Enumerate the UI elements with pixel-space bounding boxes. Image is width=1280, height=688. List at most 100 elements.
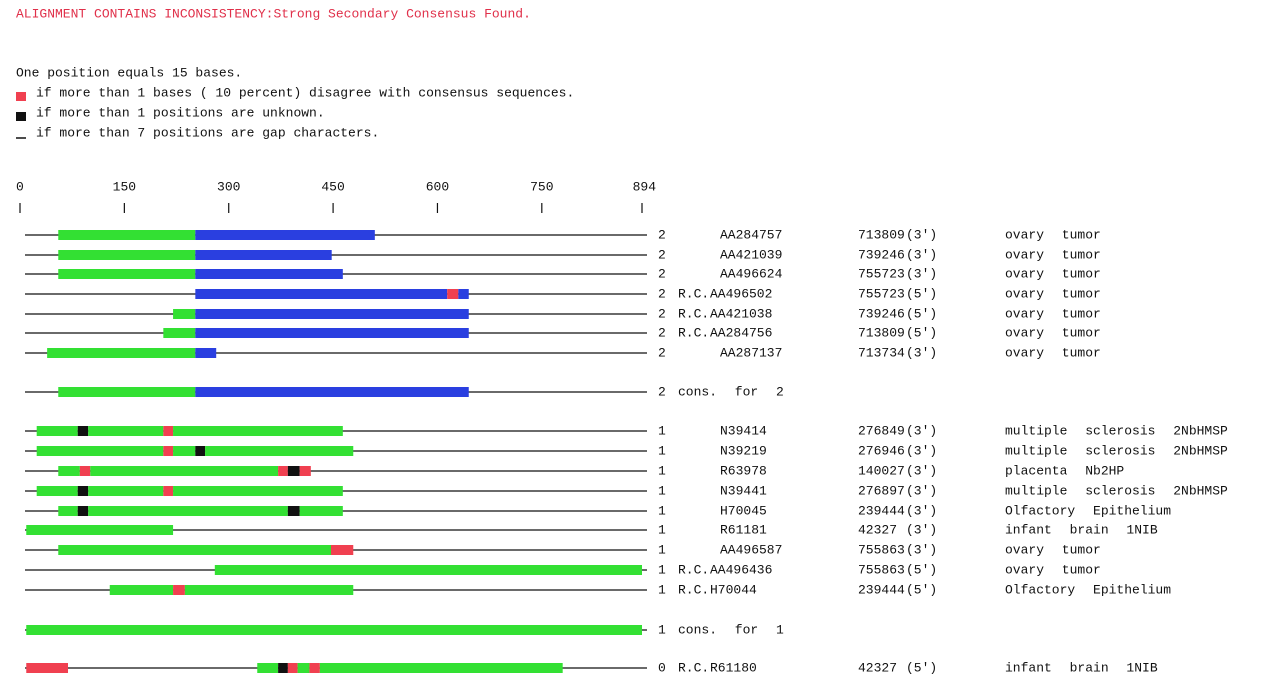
row-count: 2 <box>658 306 666 321</box>
row-count: 1 <box>658 423 666 438</box>
segment-red <box>173 585 185 595</box>
accession-id: R63978 <box>720 463 767 478</box>
row-count: 1 <box>658 483 666 498</box>
clone-id: 239444 <box>858 503 905 518</box>
accession-id: N39414 <box>720 423 767 438</box>
clone-id: 755863 <box>858 562 905 577</box>
segment-blue <box>195 309 469 319</box>
accession-id: R61180 <box>710 660 757 675</box>
segment-red <box>163 446 174 456</box>
rc-prefix: R.C. <box>678 660 709 675</box>
segment-green <box>163 328 196 338</box>
axis-tick-label: 0 <box>16 179 24 194</box>
clone-id: 276897 <box>858 483 905 498</box>
tissue: ovary tumor <box>1005 266 1101 281</box>
header: ALIGNMENT CONTAINS INCONSISTENCY:Strong … <box>16 6 531 21</box>
row-count: 2 <box>658 247 666 262</box>
segment-blue <box>195 387 469 397</box>
direction: (3') <box>906 503 937 518</box>
segment-blue <box>195 328 469 338</box>
rc-prefix: R.C. <box>678 286 709 301</box>
clone-id: 239444 <box>858 582 905 597</box>
segment-red <box>163 426 174 436</box>
segment-green <box>173 309 196 319</box>
segment-green <box>88 486 164 496</box>
accession-id: AA284757 <box>720 227 782 242</box>
segment-black <box>278 663 288 673</box>
row-count: 2 <box>658 345 666 360</box>
row-count: 1 <box>658 542 666 557</box>
direction: (5') <box>906 562 937 577</box>
direction: (3') <box>906 522 937 537</box>
rc-prefix: R.C. <box>678 562 709 577</box>
rc-prefix: R.C. <box>678 582 709 597</box>
segment-red <box>309 663 320 673</box>
segment-green <box>173 486 343 496</box>
row-count: 1 <box>658 582 666 597</box>
segment-green <box>36 486 78 496</box>
segment-green <box>26 525 174 535</box>
row-count: 1 <box>658 443 666 458</box>
consensus-label: cons. for 1 <box>678 622 784 637</box>
segment-green <box>58 387 196 397</box>
segment-green <box>184 585 354 595</box>
segment-green <box>58 545 331 555</box>
clone-id: 276849 <box>858 423 905 438</box>
row-count: 2 <box>658 286 666 301</box>
direction: (3') <box>906 227 937 242</box>
segment-green <box>299 506 343 516</box>
segment-green <box>173 446 196 456</box>
tissue: ovary tumor <box>1005 562 1101 577</box>
segment-red <box>79 466 91 476</box>
segment-blue <box>195 250 332 260</box>
segment-blue <box>195 269 343 279</box>
tissue: ovary tumor <box>1005 247 1101 262</box>
segment-green <box>26 625 643 635</box>
direction: (5') <box>906 325 937 340</box>
accession-id: AA421039 <box>720 247 782 262</box>
direction: (5') <box>906 582 937 597</box>
row-count: 1 <box>658 562 666 577</box>
tissue: ovary tumor <box>1005 227 1101 242</box>
row-count: 2 <box>658 227 666 242</box>
row-count: 0 <box>658 660 666 675</box>
segment-green <box>58 250 196 260</box>
segment-red <box>447 289 459 299</box>
segment-black <box>77 506 89 516</box>
row-count: 1 <box>658 503 666 518</box>
accession-id: H70044 <box>710 582 757 597</box>
direction: (5') <box>906 286 937 301</box>
clone-id: 140027 <box>858 463 905 478</box>
row-count: 1 <box>658 522 666 537</box>
legend-text: if more than 1 positions are unknown. <box>36 105 325 120</box>
row-count: 2 <box>658 266 666 281</box>
axis-tick-label: 894 <box>633 179 657 194</box>
direction: (3') <box>906 423 937 438</box>
tissue: multiple sclerosis 2NbHMSP <box>1005 483 1228 498</box>
tissue: multiple sclerosis 2NbHMSP <box>1005 443 1228 458</box>
segment-green <box>88 426 164 436</box>
accession-id: AA496436 <box>710 562 772 577</box>
segment-black <box>77 426 89 436</box>
segment-green <box>319 663 563 673</box>
direction: (3') <box>906 542 937 557</box>
axis-tick-label: 450 <box>321 179 344 194</box>
row-count: 2 <box>658 384 666 399</box>
segment-black <box>287 466 300 476</box>
segment-black <box>195 446 206 456</box>
row-count: 1 <box>658 622 666 637</box>
tissue: infant brain 1NIB <box>1005 660 1158 675</box>
clone-id: 713809 <box>858 227 905 242</box>
segment-green <box>257 663 279 673</box>
clone-id: 755863 <box>858 542 905 557</box>
segment-green <box>109 585 174 595</box>
clone-id: 42327 <box>858 522 897 537</box>
segment-blue <box>195 348 217 358</box>
accession-id: N39219 <box>720 443 767 458</box>
clone-id: 739246 <box>858 247 905 262</box>
segment-black <box>287 506 300 516</box>
rc-prefix: R.C. <box>678 306 709 321</box>
tissue: Olfactory Epithelium <box>1005 582 1171 597</box>
accession-id: AA496587 <box>720 542 782 557</box>
